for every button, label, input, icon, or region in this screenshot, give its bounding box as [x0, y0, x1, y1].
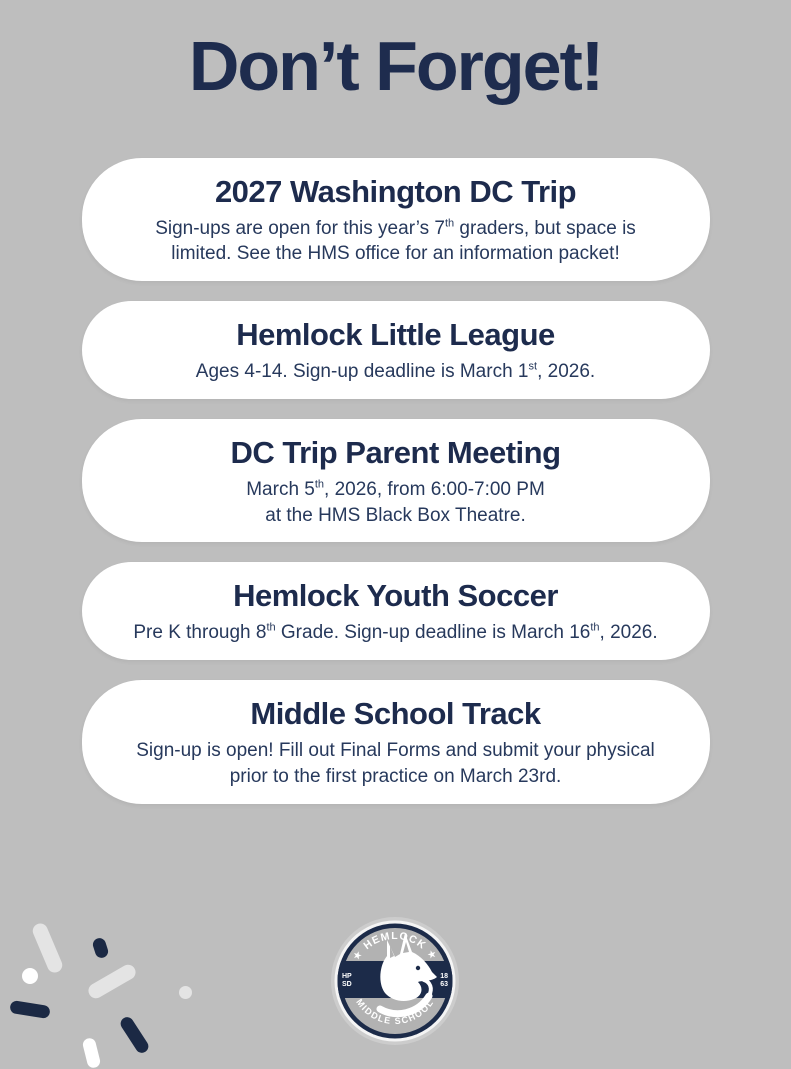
confetti-stick: [30, 921, 65, 975]
confetti-stick: [85, 962, 139, 1001]
announcement-list: 2027 Washington DC Trip Sign-ups are ope…: [0, 157, 791, 804]
badge-sd-text: SD: [342, 981, 352, 988]
card-body: Ages 4-14. Sign-up deadline is March 1st…: [195, 360, 596, 383]
card-body: Sign-up is open! Fill out Final Forms an…: [136, 740, 655, 787]
badge-63-text: 63: [440, 981, 448, 988]
card-title: 2027 Washington DC Trip: [214, 173, 577, 209]
card-title: Hemlock Youth Soccer: [233, 578, 558, 614]
school-logo: ★ HEMLOCK ★ MIDDLE SCHOOL HP SD 18 63: [330, 916, 460, 1046]
confetti-stick: [91, 936, 110, 960]
card-title: DC Trip Parent Meeting: [230, 434, 561, 470]
card-little-league: Hemlock Little League Ages 4-14. Sign-up…: [81, 300, 710, 399]
card-body: Sign-ups are open for this year’s 7th gr…: [155, 217, 636, 265]
card-title: Hemlock Little League: [236, 316, 555, 352]
badge-hp-text: HP: [342, 973, 352, 980]
card-body: March 5th, 2026, from 6:00-7:00 PM at the…: [246, 478, 545, 526]
confetti-dot: [22, 968, 38, 984]
confetti-stick: [118, 1014, 151, 1056]
page-title: Don’t Forget!: [188, 27, 604, 105]
card-middle-school-track: Middle School Track Sign-up is open! Fil…: [81, 680, 710, 804]
confetti-stick: [9, 999, 51, 1020]
card-body: Pre K through 8th Grade. Sign-up deadlin…: [133, 622, 658, 644]
card-dc-parent-meeting: DC Trip Parent Meeting March 5th, 2026, …: [81, 418, 710, 543]
confetti-dot: [179, 986, 192, 999]
card-youth-soccer: Hemlock Youth Soccer Pre K through 8th G…: [81, 562, 710, 661]
hemlock-badge-icon: ★ HEMLOCK ★ MIDDLE SCHOOL HP SD 18 63: [331, 917, 459, 1045]
husky-icon: [376, 933, 437, 1018]
badge-18-text: 18: [440, 973, 448, 980]
confetti-stick: [81, 1036, 102, 1069]
card-title: Middle School Track: [250, 696, 541, 732]
card-washington-dc-trip: 2027 Washington DC Trip Sign-ups are ope…: [81, 157, 710, 281]
